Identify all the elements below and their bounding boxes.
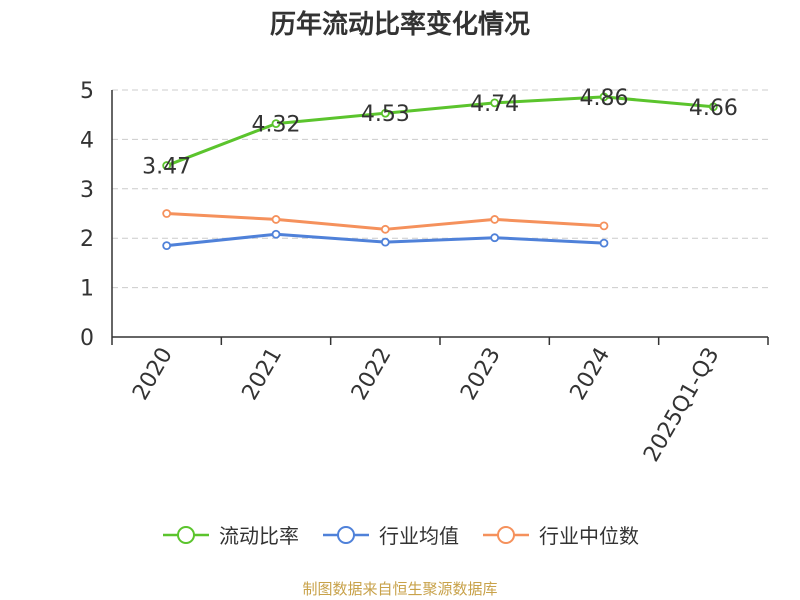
x-tick-label: 2025Q1-Q3	[639, 344, 724, 467]
data-label: 4.32	[252, 113, 301, 138]
series-group	[162, 92, 718, 251]
data-point[interactable]	[162, 209, 172, 218]
source-note: 制图数据来自恒生聚源数据库	[302, 580, 498, 598]
data-point[interactable]	[380, 224, 390, 234]
data-label: 4.66	[689, 96, 738, 121]
data-point[interactable]	[599, 238, 609, 248]
y-tick-label: 1	[80, 277, 94, 302]
y-tick-label: 3	[80, 178, 94, 203]
y-tick-label: 5	[80, 79, 94, 104]
x-tick-label: 2020	[128, 344, 178, 405]
data-point[interactable]	[599, 221, 609, 231]
legend-marker	[163, 525, 209, 544]
x-tick-label: 2023	[456, 343, 506, 404]
y-tick-label: 4	[80, 128, 94, 153]
legend-item[interactable]: 流动比率	[161, 520, 299, 549]
data-point[interactable]	[490, 215, 500, 224]
x-tick-label: 2022	[347, 344, 397, 405]
legend-marker	[483, 525, 529, 544]
data-point[interactable]	[708, 102, 718, 112]
legend-marker	[323, 525, 369, 544]
data-point[interactable]	[162, 161, 172, 170]
legend: 流动比率 行业均值 行业中位数	[0, 520, 800, 549]
data-label: 3.47	[142, 155, 191, 180]
legend-label: 流动比率	[219, 524, 299, 548]
data-point[interactable]	[271, 119, 281, 128]
data-label: 4.86	[580, 86, 629, 111]
series-line-0	[166, 95, 714, 167]
x-axis: 2020 2021 2022 2023 2024 2025Q1-Q3	[111, 336, 769, 467]
legend-label: 行业均值	[379, 524, 459, 548]
grid-lines	[112, 89, 768, 289]
y-axis-ticks: 0 1 2 3 4 5	[80, 79, 113, 351]
data-point[interactable]	[162, 241, 172, 251]
data-labels: 3.47 4.32 4.53 4.74 4.86 4.66	[142, 86, 738, 180]
legend-item[interactable]: 行业均值	[321, 520, 459, 549]
y-tick-label: 2	[80, 227, 94, 252]
chart-title: 历年流动比率变化情况	[269, 10, 530, 40]
data-point[interactable]	[380, 108, 390, 118]
x-tick-label: 2024	[566, 344, 616, 405]
data-label: 4.74	[470, 92, 519, 117]
legend-label: 行业中位数	[539, 524, 639, 548]
data-point[interactable]	[490, 98, 500, 108]
data-point[interactable]	[271, 215, 281, 224]
data-point[interactable]	[271, 229, 281, 239]
data-label: 4.53	[361, 102, 410, 127]
legend-item[interactable]: 行业中位数	[481, 520, 639, 549]
data-point[interactable]	[380, 237, 390, 247]
y-tick-label: 0	[80, 326, 94, 351]
x-tick-label: 2021	[238, 344, 288, 405]
data-point[interactable]	[490, 233, 500, 243]
data-point[interactable]	[599, 92, 609, 102]
